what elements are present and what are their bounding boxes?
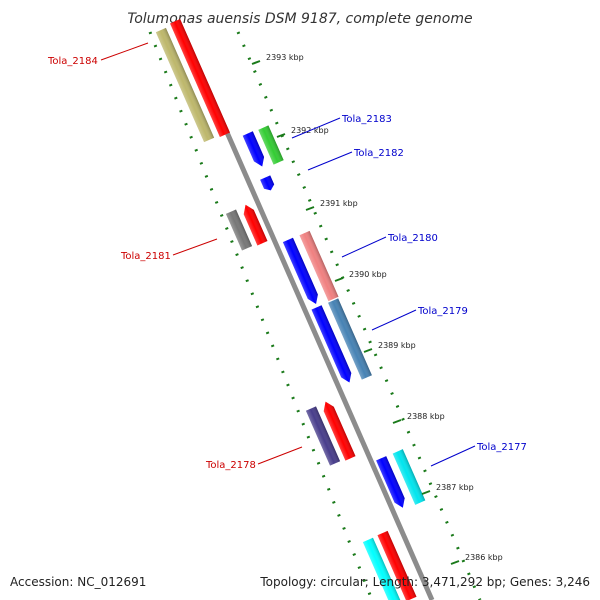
kbp-tick-2391	[305, 206, 315, 211]
kbp-label-2393: 2393 kbp	[266, 53, 304, 62]
gene-label-tola-2183[interactable]: Tola_2183	[341, 114, 392, 125]
cds-block-tola-2181	[243, 204, 268, 246]
gene-label-tola-2178[interactable]: Tola_2178	[205, 460, 256, 471]
cds-block-tola-2180-inner	[282, 237, 318, 305]
gene-label-tola-2182[interactable]: Tola_2182	[353, 148, 404, 159]
cog-block-tola-2178-shading	[305, 406, 341, 466]
feature-blocks	[155, 19, 426, 600]
cog-block-tola-2183-shading	[258, 125, 284, 165]
cds-block-tola-2178	[323, 401, 356, 461]
cog-block-tola-2184	[155, 27, 215, 143]
accession-text: Accession: NC_012691	[10, 575, 146, 589]
genome-summary-text: Topology: circular; Length: 3,471,292 bp…	[259, 575, 590, 589]
leader-line-tola-2178	[257, 446, 303, 465]
cds-block-lower	[377, 530, 417, 600]
gene-label-group: Tola_2184 Tola_2183 Tola_2182 Tola_2181 Tola…	[47, 42, 527, 471]
cds-block-tola-2181-shading	[243, 204, 268, 246]
kbp-tick-2389	[363, 348, 373, 353]
cog-block-lower-shading	[362, 537, 402, 600]
kbp-tick-2386	[450, 560, 460, 565]
kbp-tick-2390	[334, 277, 344, 282]
kbp-tick-2387	[421, 490, 431, 495]
kbp-label-2390: 2390 kbp	[349, 270, 387, 279]
cog-block-lower	[362, 537, 402, 600]
kbp-tick-2393	[251, 60, 261, 65]
leader-line-tola-2179	[371, 309, 417, 331]
cds-block-tola-2179-inner	[311, 305, 352, 383]
cds-block-tola-2183-inner	[242, 131, 265, 167]
leader-line-tola-2182	[307, 151, 353, 171]
cog-block-tola-2177-shading	[392, 449, 426, 505]
cds-block-tola-2180-inner-shading	[282, 237, 318, 305]
cds-block-tola-2182-shading	[260, 175, 275, 191]
kbp-label-2388: 2388 kbp	[407, 412, 445, 421]
cds-block-tola-2177-inner-shading	[376, 456, 405, 508]
cds-block-tola-2178-shading	[323, 401, 356, 461]
leader-line-tola-2184	[100, 42, 149, 61]
leader-line-tola-2177	[430, 445, 476, 467]
cog-block-tola-2183	[258, 125, 284, 165]
kbp-label-2386: 2386 kbp	[465, 553, 503, 562]
gene-label-tola-2179[interactable]: Tola_2179	[417, 306, 468, 317]
cog-block-tola-2177	[392, 449, 426, 505]
cds-block-lower-shading	[377, 530, 417, 600]
cog-block-tola-2181-shading	[225, 209, 253, 251]
cds-block-tola-2179-inner-shading	[311, 305, 352, 383]
kbp-label-2387: 2387 kbp	[436, 483, 474, 492]
cds-block-tola-2184-shading	[170, 19, 230, 137]
kbp-tick-2392	[276, 133, 286, 138]
gene-label-tola-2180[interactable]: Tola_2180	[387, 233, 438, 244]
leader-line-tola-2180	[341, 236, 387, 258]
cds-block-tola-2177-inner	[376, 456, 405, 508]
cog-block-tola-2178	[305, 406, 341, 466]
gene-label-tola-2184[interactable]: Tola_2184	[47, 56, 98, 67]
kbp-label-2389: 2389 kbp	[378, 341, 416, 350]
cds-block-tola-2182	[260, 175, 275, 191]
kbp-tick-2388	[392, 419, 402, 424]
cds-block-tola-2184	[170, 19, 230, 137]
kbp-label-2391: 2391 kbp	[320, 199, 358, 208]
map-title: Tolumonas auensis DSM 9187, complete gen…	[127, 11, 472, 27]
cog-block-tola-2179	[328, 298, 372, 380]
leader-line-tola-2181	[172, 238, 218, 256]
gc-track-right	[236, 31, 482, 600]
cog-block-tola-2181	[225, 209, 253, 251]
cds-block-tola-2183-inner-shading	[242, 131, 265, 167]
cog-block-tola-2179-shading	[328, 298, 372, 380]
cog-block-tola-2184-shading	[155, 27, 215, 143]
gene-label-tola-2181[interactable]: Tola_2181	[120, 251, 171, 262]
gene-label-tola-2177[interactable]: Tola_2177	[476, 442, 527, 453]
leader-line-tola-2183	[291, 117, 341, 139]
cog-block-tola-2180	[299, 230, 339, 302]
cog-block-tola-2180-shading	[299, 230, 339, 302]
